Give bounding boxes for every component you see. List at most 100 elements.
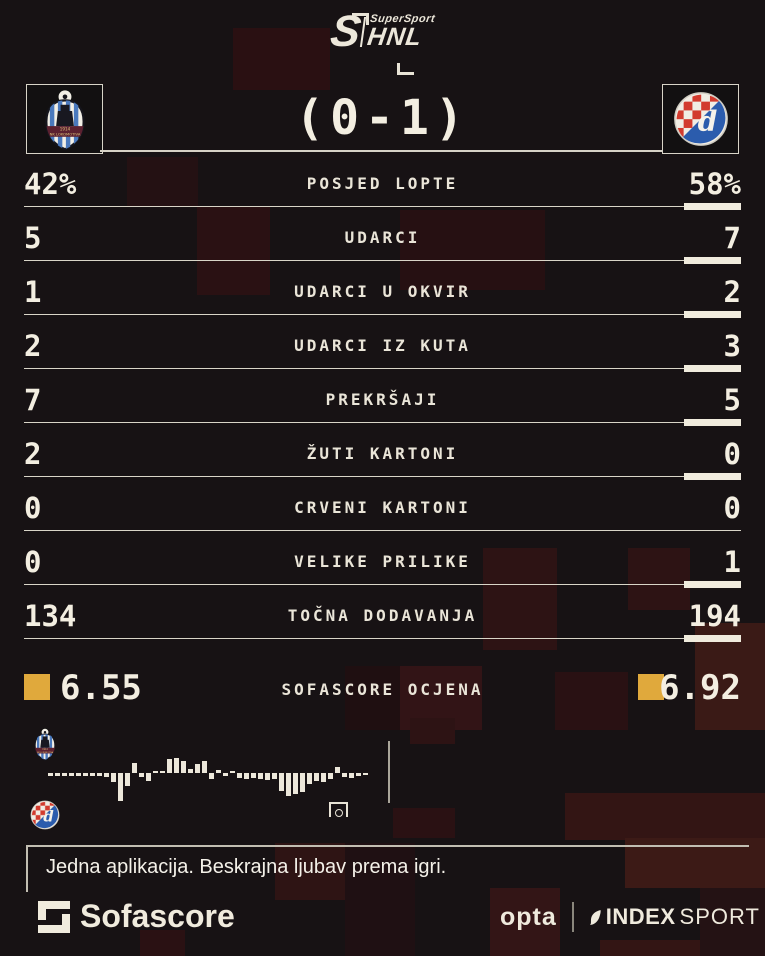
momentum-bar	[83, 773, 88, 777]
momentum-bar	[146, 773, 151, 781]
index-wordmark: INDEX	[605, 904, 676, 929]
home-stat-value: 134	[24, 599, 77, 633]
stat-divider	[24, 257, 741, 264]
stat-label: TOČNA DODAVANJA	[287, 606, 478, 625]
corner-bracket-icon	[397, 63, 414, 75]
stat-divider	[24, 527, 741, 534]
away-team-badge	[662, 84, 739, 154]
stat-label: UDARCI IZ KUTA	[294, 336, 471, 355]
momentum-bar	[258, 773, 263, 779]
momentum-bar	[321, 773, 326, 783]
advantage-marker	[684, 257, 741, 264]
stat-row: 0 VELIKE PRILIKE 1	[0, 538, 765, 592]
away-stat-value: 2	[723, 275, 741, 309]
home-stat-value: 42%	[24, 167, 77, 201]
away-stat-value: 1	[723, 545, 741, 579]
stat-row: 0 CRVENI KARTONI 0	[0, 484, 765, 538]
momentum-bar	[167, 759, 172, 773]
momentum-bar	[286, 773, 291, 796]
corner-bracket-icon	[352, 13, 369, 25]
stat-row: 7 PREKRŠAJI 5	[0, 376, 765, 430]
away-stat-value: 5	[723, 383, 741, 417]
momentum-bar	[62, 773, 67, 777]
stat-label: VELIKE PRILIKE	[294, 552, 471, 571]
stat-divider	[24, 581, 741, 588]
stat-label: UDARCI U OKVIR	[294, 282, 471, 301]
momentum-bar	[195, 763, 200, 773]
momentum-bar	[139, 773, 144, 778]
away-stat-value: 7	[723, 221, 741, 255]
momentum-bar	[202, 760, 207, 773]
momentum-bar	[314, 773, 319, 781]
home-stat-value: 1	[24, 275, 42, 309]
chili-icon	[589, 909, 601, 925]
home-stat-value: 7	[24, 383, 42, 417]
momentum-bar	[118, 773, 123, 801]
momentum-away-badge	[30, 800, 60, 834]
stat-row: 5 UDARCI 7	[0, 214, 765, 268]
momentum-bar	[328, 773, 333, 779]
momentum-bar	[90, 773, 95, 776]
stat-label: POSJED LOPTE	[306, 174, 459, 193]
home-stat-value: 0	[24, 491, 42, 525]
momentum-bar	[356, 773, 361, 776]
advantage-marker	[684, 635, 741, 642]
momentum-bar	[97, 773, 102, 777]
stat-divider	[24, 473, 741, 480]
stat-row: 1 UDARCI U OKVIR 2	[0, 268, 765, 322]
rating-row: 6.55 SOFASCORE OCJENA 6.92	[0, 662, 765, 718]
stat-divider	[24, 203, 741, 210]
momentum-bar	[272, 773, 277, 779]
home-stat-value: 0	[24, 545, 42, 579]
momentum-bar	[230, 770, 235, 773]
momentum-bar	[55, 773, 60, 776]
momentum-cursor	[388, 741, 390, 803]
momentum-bar	[132, 763, 137, 773]
away-rating-badge	[638, 674, 664, 700]
momentum-bar	[76, 773, 81, 777]
stat-label: ŽUTI KARTONI	[306, 444, 459, 463]
momentum-bar	[307, 773, 312, 784]
momentum-bar	[265, 773, 270, 780]
momentum-bar	[293, 773, 298, 794]
momentum-bar	[209, 773, 214, 779]
advantage-marker	[684, 311, 741, 318]
stat-label: CRVENI KARTONI	[294, 498, 471, 517]
stat-row: 42% POSJED LOPTE 58%	[0, 160, 765, 214]
advantage-marker	[684, 581, 741, 588]
momentum-bar	[237, 773, 242, 778]
footer-partners: opta INDEX SPORT	[500, 900, 760, 934]
sofascore-logo-icon	[38, 901, 70, 933]
momentum-bar	[216, 770, 221, 773]
stats-list: 42% POSJED LOPTE 58% 5 UDARCI 7 1 UDARCI U OKVI…	[0, 160, 765, 646]
momentum-bar	[300, 773, 305, 793]
momentum-bar	[349, 773, 354, 778]
stat-row: 2 ŽUTI KARTONI 0	[0, 430, 765, 484]
momentum-bar	[174, 757, 179, 773]
stat-divider	[24, 635, 741, 642]
momentum-bar	[48, 773, 53, 776]
home-stat-value: 5	[24, 221, 42, 255]
home-rating-badge	[24, 674, 50, 700]
ball-icon	[334, 809, 343, 817]
away-stat-value: 194	[688, 599, 741, 633]
footer-divider	[571, 902, 574, 932]
momentum-chart	[48, 740, 378, 806]
momentum-bar	[188, 768, 193, 773]
away-stat-value: 0	[723, 491, 741, 525]
stat-label: PREKRŠAJI	[325, 390, 440, 409]
stat-row: 2 UDARCI IZ KUTA 3	[0, 322, 765, 376]
league-logo-hnl: HNL	[366, 23, 425, 51]
goal-icon	[329, 802, 348, 817]
header-divider	[100, 150, 663, 152]
momentum-bar	[181, 760, 186, 773]
league-logo: S SuperSport HNL	[0, 0, 765, 64]
momentum-bar	[153, 771, 158, 773]
advantage-marker	[684, 419, 741, 426]
stat-row: 134 TOČNA DODAVANJA 194	[0, 592, 765, 646]
momentum-bar	[125, 773, 130, 787]
momentum-bar	[279, 773, 284, 791]
match-score: (0-1)	[295, 90, 470, 146]
momentum-bar	[104, 773, 109, 777]
